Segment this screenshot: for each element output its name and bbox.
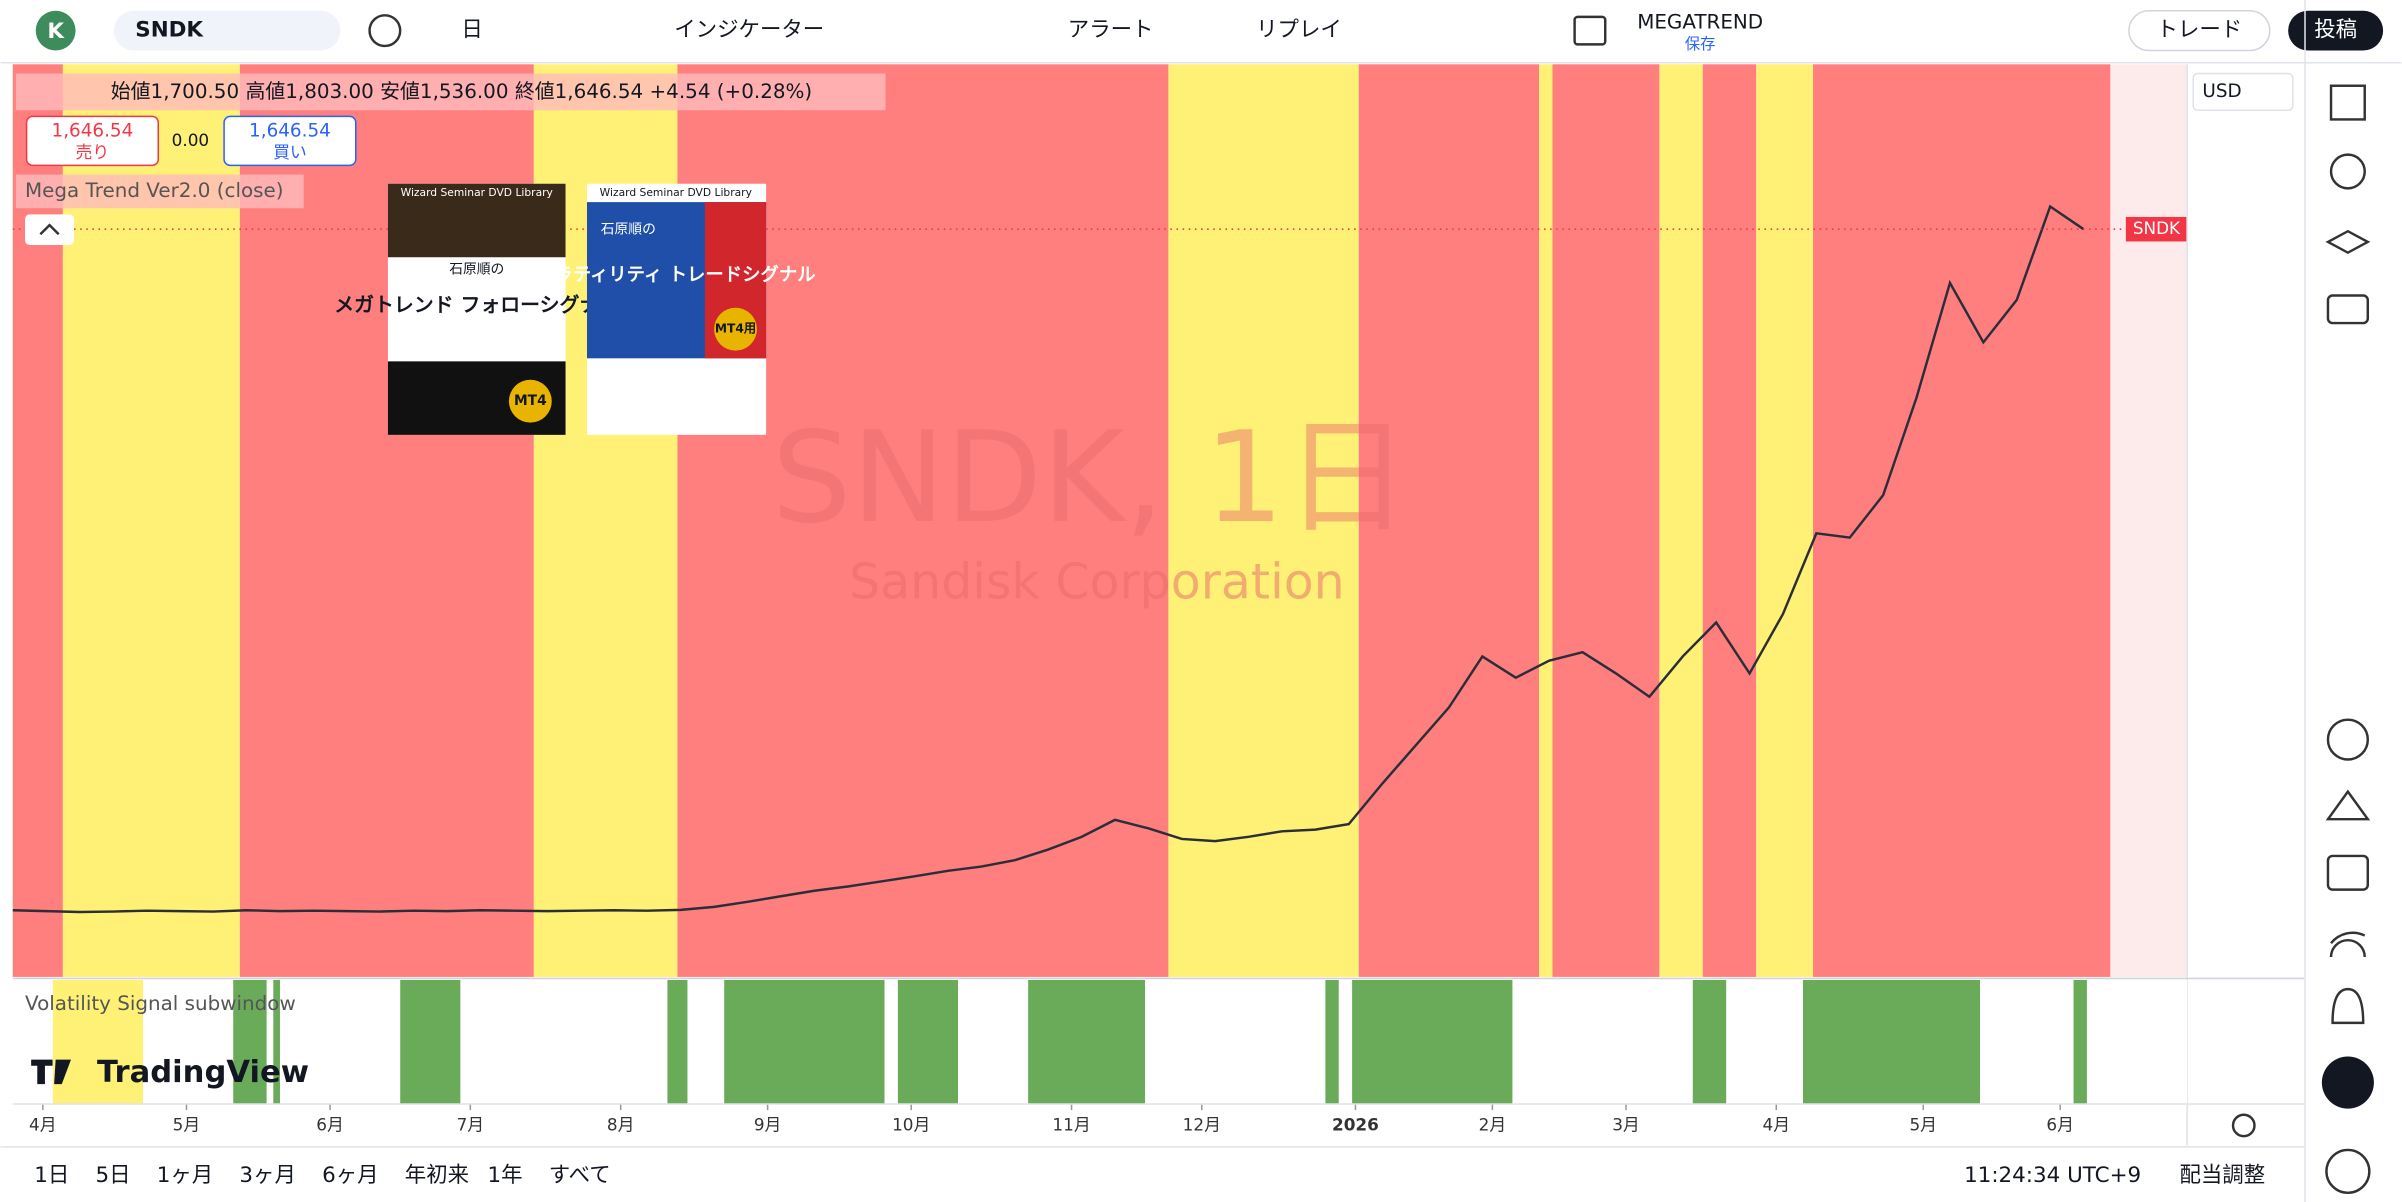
trend-band (1553, 64, 1660, 977)
trend-band (1703, 64, 1756, 977)
x-tick-label: 2026 (1332, 1114, 1379, 1134)
alert[interactable]: アラート (1068, 18, 1154, 43)
signal-bar (1028, 980, 1145, 1104)
x-tick-label: 8月 (607, 1114, 635, 1134)
replay[interactable]: リプレイ (1256, 18, 1342, 43)
range-button[interactable]: 3ヶ月 (239, 1163, 295, 1188)
ideas-icon[interactable] (2328, 792, 2368, 820)
sell-label: 売り (76, 142, 110, 162)
book-title: ボラティリティ トレードシグナル (536, 264, 816, 286)
avatar-letter: K (47, 19, 65, 44)
bottom-bar: 1日 5日 1ヶ月 3ヶ月 6ヶ月 年初来 1年 すべて (34, 1163, 610, 1188)
x-tick-label: 4月 (1763, 1114, 1791, 1134)
x-tick-label: 6月 (316, 1114, 344, 1134)
buy-label: 買い (273, 142, 307, 162)
sell-price: 1,646.54 (52, 121, 134, 142)
price-tag-symbol: SNDK (2133, 218, 2181, 238)
interval[interactable]: 日 (461, 18, 482, 43)
toolbar (1, 0, 2402, 63)
publish: 投稿 (2314, 18, 2357, 43)
signal-bar (400, 980, 460, 1104)
book-author: 石原順の (601, 222, 656, 238)
settings-icon[interactable] (2233, 1115, 2254, 1136)
watchlist-icon[interactable] (2331, 86, 2365, 120)
x-tick-label: 3月 (1612, 1114, 1640, 1134)
watermark-company: Sandisk Corporation (849, 553, 1345, 610)
help-icon[interactable] (2326, 1150, 2369, 1193)
x-tick-label: 10月 (892, 1114, 930, 1134)
apps-button[interactable] (2322, 1057, 2374, 1109)
x-tick-label: 7月 (457, 1114, 485, 1134)
watermark-title: SNDK, 1日 (772, 404, 1410, 551)
trend-band (1813, 64, 2110, 977)
symbol: SNDK (135, 18, 204, 43)
signal-bar (1803, 980, 1980, 1104)
trend-band (1539, 64, 1552, 977)
range-button[interactable]: 年初来 (405, 1163, 469, 1188)
range-button[interactable]: 1ヶ月 (157, 1163, 213, 1188)
buy-price: 1,646.54 (249, 121, 331, 142)
signal-bar (1352, 980, 1512, 1104)
x-tick-label: 2月 (1479, 1114, 1507, 1134)
range-button[interactable]: 5日 (95, 1163, 130, 1188)
signal-bar (724, 980, 884, 1104)
tv-logo-text: TradingView (97, 1055, 309, 1090)
spread: 0.00 (172, 130, 209, 150)
layers-icon[interactable] (2328, 231, 2368, 252)
book-series: Wizard Seminar DVD Library (600, 186, 753, 199)
x-tick-label: 4月 (29, 1114, 57, 1134)
page: {"toolbar":{"avatar":"K","symbol":"SNDK"… (0, 0, 2402, 1202)
book-series: Wizard Seminar DVD Library (401, 186, 554, 199)
price-axis (2187, 64, 2305, 1105)
ohlc-legend: 始値1,700.50 高値1,803.00 安値1,536.00 終値1,646… (111, 79, 812, 102)
chat-icon[interactable] (2328, 296, 2368, 324)
currency: USD (2202, 81, 2241, 102)
target-icon[interactable] (2328, 720, 2368, 760)
signal-bar (2074, 980, 2087, 1104)
layout-name[interactable]: MEGATREND (1637, 10, 1763, 33)
screen: K SNDK 日 インジケーター アラート リプレイ MEGATREND 保存 … (0, 0, 2402, 1202)
book-title: メガトレンド フォローシグナル (334, 293, 619, 317)
x-tick-label: 5月 (173, 1114, 201, 1134)
signal-bar (667, 980, 687, 1104)
range-button[interactable]: すべて (549, 1163, 611, 1188)
alerts-icon[interactable] (2331, 155, 2365, 189)
book-badge-text: MT4用 (715, 322, 756, 336)
trend-band (1756, 64, 1813, 977)
trade: トレード (2156, 18, 2242, 43)
collapse-button[interactable] (25, 214, 74, 245)
indicator-name[interactable]: Mega Trend Ver2.0 (close) (25, 179, 283, 202)
x-tick-label: 6月 (2046, 1114, 2074, 1134)
x-tick-label: 11月 (1052, 1114, 1090, 1134)
notify-icon[interactable] (2333, 989, 2364, 1023)
stream-icon[interactable] (2331, 933, 2365, 957)
calendar-icon[interactable] (2328, 856, 2368, 890)
signal-bar (898, 980, 958, 1104)
sidebar (2322, 86, 2374, 1193)
signal-bar (1693, 980, 1726, 1104)
trend-band (1659, 64, 1702, 977)
x-tick-label: 9月 (754, 1114, 782, 1134)
range-button[interactable]: 6ヶ月 (322, 1163, 378, 1188)
x-tick-label: 12月 (1183, 1114, 1221, 1134)
x-tick-label: 5月 (1909, 1114, 1937, 1134)
range-button[interactable]: 1日 (34, 1163, 69, 1188)
book-badge-text: MT4 (514, 393, 547, 409)
subwindow-title: Volatility Signal subwindow (25, 992, 296, 1015)
book-author: 石原順の (449, 261, 504, 277)
dividend-adjust[interactable]: 配当調整 (2179, 1163, 2265, 1188)
range-button[interactable]: 1年 (487, 1163, 522, 1188)
save[interactable]: 保存 (1685, 35, 1716, 53)
clock: 11:24:34 UTC+9 (1964, 1163, 2141, 1188)
signal-bar (1325, 980, 1338, 1104)
indicators[interactable]: インジケーター (674, 18, 824, 43)
